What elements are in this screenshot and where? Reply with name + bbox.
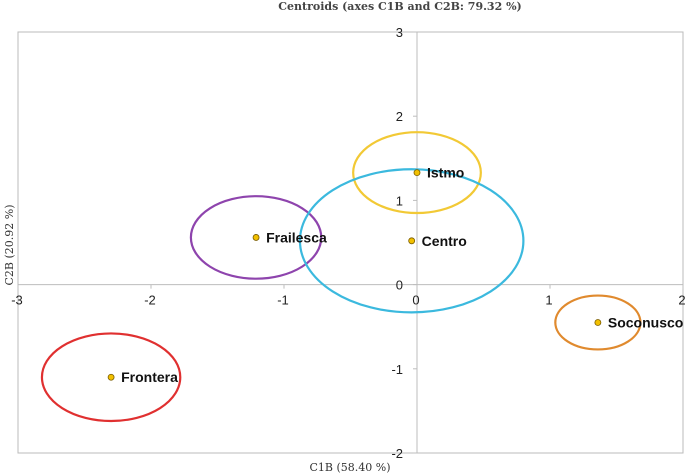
x-tick-label: -1 [277,293,289,308]
chart-title: Centroids (axes C1B and C2B: 79.32 %) [278,0,521,13]
y-tick-label: 1 [396,193,403,208]
point-label-soconusco: Soconusco [608,314,683,330]
x-tick-label: 0 [412,293,419,308]
y-tick-label: -1 [391,362,403,377]
ellipse-istmo [352,131,482,215]
confidence-ellipses [40,131,642,423]
y-axis-label: C2B (20.92 %) [3,204,16,285]
y-tick-label: 2 [396,109,403,124]
y-tick-label: 3 [396,25,403,40]
axes [17,31,684,454]
point-istmo [413,169,421,177]
ellipse-frontera [40,332,182,423]
point-frailesca [252,234,260,241]
tick-labels: -3 -2 -1 0 1 2 -2 -1 0 1 2 3 [11,25,685,461]
point-label-istmo: Istmo [427,165,464,181]
x-tick-label: 1 [545,293,552,308]
plot-frame [17,31,684,454]
x-tick-label: -3 [11,293,23,308]
y-tick-label: 0 [396,278,403,293]
point-label-frailesca: Frailesca [266,229,327,245]
ellipse-frailesca [189,195,323,280]
centroid-points: Istmo Frailesca Centro Soconusco Frontera [107,165,683,385]
point-frontera [107,373,115,381]
point-centro [408,237,416,245]
x-tick-label: 2 [678,293,685,308]
y-tick-label: -2 [391,446,403,461]
point-label-frontera: Frontera [121,369,178,385]
x-axis-label: C1B (58.40 %) [309,461,390,474]
ellipse-soconusco [554,294,642,351]
x-tick-label: -2 [144,293,156,308]
ellipse-centro [298,168,525,314]
point-label-centro: Centro [422,233,467,249]
point-soconusco [594,319,602,326]
